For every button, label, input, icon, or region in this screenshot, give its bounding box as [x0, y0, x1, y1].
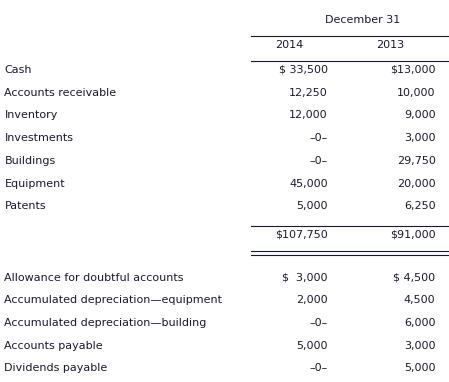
Text: Accumulated depreciation—equipment: Accumulated depreciation—equipment: [4, 295, 223, 305]
Text: 10,000: 10,000: [397, 88, 436, 98]
Text: $ 4,500: $ 4,500: [393, 273, 436, 283]
Text: 2,000: 2,000: [296, 295, 328, 305]
Text: 5,000: 5,000: [296, 341, 328, 351]
Text: –0–: –0–: [309, 133, 328, 143]
Text: Investments: Investments: [4, 133, 74, 143]
Text: Patents: Patents: [4, 201, 46, 211]
Text: Equipment: Equipment: [4, 179, 65, 189]
Text: Inventory: Inventory: [4, 110, 58, 120]
Text: 2013: 2013: [377, 40, 405, 50]
Text: $13,000: $13,000: [390, 65, 436, 75]
Text: Accumulated depreciation—building: Accumulated depreciation—building: [4, 318, 207, 328]
Text: Accounts payable: Accounts payable: [4, 341, 103, 351]
Text: 20,000: 20,000: [397, 179, 436, 189]
Text: $  3,000: $ 3,000: [282, 273, 328, 283]
Text: Cash: Cash: [4, 65, 32, 75]
Text: 3,000: 3,000: [404, 341, 436, 351]
Text: Allowance for doubtful accounts: Allowance for doubtful accounts: [4, 273, 184, 283]
Text: –0–: –0–: [309, 318, 328, 328]
Text: $91,000: $91,000: [390, 230, 436, 240]
Text: Accounts receivable: Accounts receivable: [4, 88, 117, 98]
Text: 9,000: 9,000: [404, 110, 436, 120]
Text: 6,000: 6,000: [404, 318, 436, 328]
Text: 12,250: 12,250: [289, 88, 328, 98]
Text: 5,000: 5,000: [296, 201, 328, 211]
Text: Buildings: Buildings: [4, 156, 56, 166]
Text: –0–: –0–: [309, 156, 328, 166]
Text: 4,500: 4,500: [404, 295, 436, 305]
Text: December 31: December 31: [325, 15, 400, 25]
Text: 12,000: 12,000: [289, 110, 328, 120]
Text: 5,000: 5,000: [404, 364, 436, 374]
Text: 6,250: 6,250: [404, 201, 436, 211]
Text: Dividends payable: Dividends payable: [4, 364, 108, 374]
Text: 45,000: 45,000: [289, 179, 328, 189]
Text: –0–: –0–: [309, 364, 328, 374]
Text: $107,750: $107,750: [275, 230, 328, 240]
Text: $ 33,500: $ 33,500: [279, 65, 328, 75]
Text: 2014: 2014: [276, 40, 304, 50]
Text: 29,750: 29,750: [396, 156, 436, 166]
Text: 3,000: 3,000: [404, 133, 436, 143]
